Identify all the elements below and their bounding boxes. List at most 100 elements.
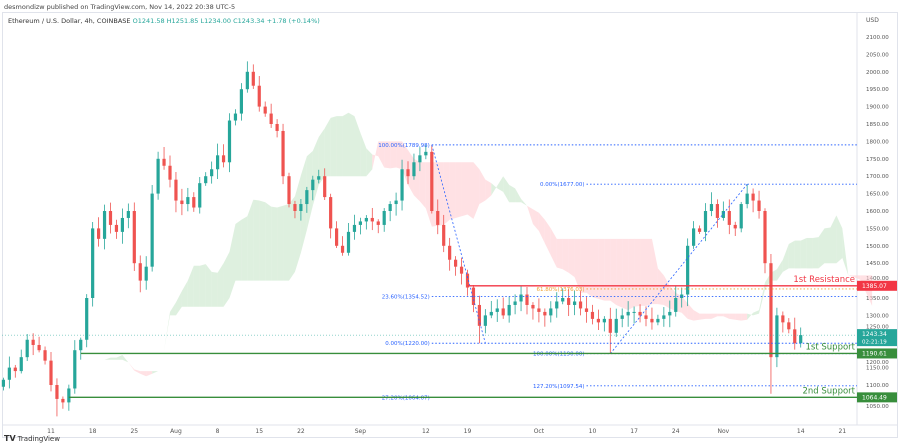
ichimoku-cloud-segment — [473, 162, 480, 219]
candle-body — [335, 228, 339, 246]
ichimoku-cloud-segment — [259, 200, 266, 281]
ichimoku-cloud-segment — [449, 162, 456, 220]
low-value: L1234.00 — [200, 17, 232, 25]
ichimoku-cloud-segment — [360, 132, 367, 177]
candle-body — [751, 193, 755, 201]
candle-body — [311, 179, 315, 191]
ichimoku-cloud-segment — [104, 357, 111, 360]
candle-body — [406, 169, 410, 177]
level-name-label: 1st Support — [806, 342, 856, 352]
candle-body — [620, 315, 624, 319]
ichimoku-cloud-segment — [806, 237, 813, 269]
candle-body — [715, 204, 719, 218]
candle-body — [180, 200, 184, 205]
ichimoku-cloud-segment — [378, 141, 385, 168]
ichimoku-cloud-segment — [651, 238, 658, 305]
price-tick-label: 1300.00 — [866, 313, 889, 319]
time-tick-label: Nov — [717, 428, 729, 435]
ichimoku-cloud-segment — [527, 205, 533, 225]
ichimoku-cloud-segment — [437, 162, 444, 226]
fib-level-label: 0.00%(1220.00) — [385, 341, 430, 347]
ichimoku-cloud-segment — [283, 204, 289, 281]
ichimoku-cloud-segment — [235, 219, 242, 281]
ichimoku-cloud-segment — [175, 291, 182, 316]
level-price-badge — [857, 348, 897, 359]
candle-body — [787, 322, 791, 330]
candle-body — [186, 197, 190, 205]
level-price-label: 1385.07 — [862, 283, 887, 290]
ichimoku-cloud-segment — [419, 162, 426, 209]
candle-body — [91, 228, 95, 298]
candle-body — [763, 211, 767, 264]
ichimoku-cloud-segment — [217, 263, 224, 307]
ichimoku-cloud-segment — [324, 117, 331, 177]
candle-body — [305, 190, 309, 205]
price-tick-label: 1850.00 — [866, 122, 889, 128]
price-tick-label: 2050.00 — [866, 52, 889, 58]
ichimoku-cloud-segment — [491, 183, 498, 196]
candle-body — [376, 221, 380, 225]
candle-body — [703, 211, 708, 232]
candle-body — [370, 217, 374, 222]
ichimoku-cloud-segment — [116, 354, 123, 360]
ichimoku-cloud-segment — [521, 198, 527, 206]
candle-body — [257, 85, 261, 107]
price-tick-label: 1100.00 — [866, 383, 889, 389]
candle-body — [477, 304, 481, 326]
candle-body — [346, 231, 351, 253]
high-value: H1251.85 — [166, 17, 199, 25]
candle-body — [287, 176, 291, 205]
chart-frame — [2, 12, 898, 438]
candle-body — [668, 311, 672, 316]
ichimoku-cloud-segment — [300, 156, 307, 253]
candle-body — [626, 311, 630, 316]
candle-body — [364, 217, 368, 222]
ichimoku-cloud-segment — [271, 206, 278, 281]
candle-body — [340, 245, 345, 253]
ichimoku-cloud-segment — [759, 282, 765, 314]
ichimoku-cloud-segment — [741, 313, 748, 321]
candle-body — [25, 339, 29, 358]
time-tick-label: 15 — [255, 428, 263, 435]
candle-body — [317, 176, 321, 180]
ichimoku-cloud-segment — [187, 265, 194, 307]
ichimoku-cloud-segment — [657, 268, 664, 305]
candle-body — [388, 204, 392, 211]
candle-body — [108, 211, 113, 225]
candle-body — [513, 301, 517, 305]
candle-body — [674, 298, 678, 312]
candle-body — [549, 308, 553, 316]
ichimoku-cloud-segment — [241, 216, 248, 281]
ichimoku-cloud-segment — [776, 259, 783, 281]
ichimoku-cloud-segment — [146, 371, 153, 377]
price-tick-label: 1700.00 — [866, 174, 889, 180]
candle-body — [584, 308, 589, 312]
candle-body — [150, 193, 154, 267]
candle-body — [275, 124, 279, 131]
fib-level-label: 127.20%(1097.54) — [533, 384, 585, 390]
time-tick-label: 25 — [130, 428, 138, 435]
ichimoku-cloud-segment — [836, 215, 843, 264]
currency-label: USD — [866, 17, 879, 24]
change-value: +1.78 (+0.14%) — [266, 17, 320, 25]
time-tick-label: 17 — [630, 428, 638, 435]
candle-body — [454, 259, 458, 267]
ichimoku-cloud-segment — [467, 162, 474, 219]
tradingview-logo[interactable]: TV TradingView — [4, 434, 60, 443]
ichimoku-cloud-segment — [253, 199, 260, 281]
ichimoku-cloud-segment — [170, 302, 176, 316]
candle-body — [721, 211, 725, 218]
candle-body — [138, 263, 142, 281]
candle-body — [781, 315, 785, 323]
ichimoku-cloud-segment — [354, 116, 361, 177]
ichimoku-cloud-segment — [199, 264, 206, 307]
ichimoku-cloud-segment — [134, 369, 141, 374]
candle-body — [85, 298, 89, 340]
ichimoku-cloud-segment — [336, 116, 343, 177]
time-tick-label: 11 — [47, 428, 55, 435]
ichimoku-cloud-segment — [544, 219, 551, 256]
ichimoku-cloud-segment — [164, 311, 170, 351]
fib-level-label: 27.20%(1064.07) — [382, 396, 430, 402]
candle-body — [400, 169, 404, 201]
